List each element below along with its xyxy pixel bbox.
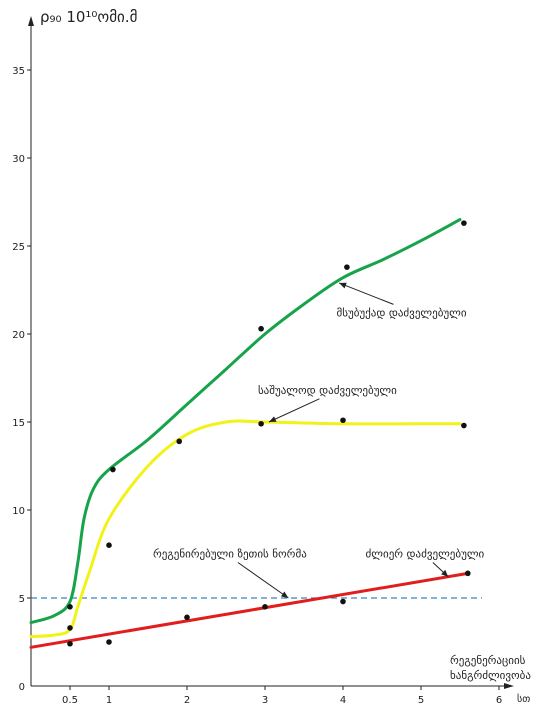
x-tick-label: 1: [106, 695, 112, 706]
y-axis-arrow: [28, 16, 34, 26]
data-point: [176, 438, 182, 445]
annotation-label: მსუბუქად დაძველებული: [336, 306, 466, 319]
data-point: [340, 417, 346, 424]
x-caption-line-2: ხანგრძლივობა: [450, 669, 531, 682]
x-tick-label: 6: [496, 695, 502, 706]
annotation-arrow: [268, 398, 320, 423]
y-tick-label: 25: [12, 242, 25, 253]
series-line: [29, 571, 470, 649]
annotation-label: საშუალოდ დაძველებული: [258, 384, 397, 397]
x-caption-line-1: რეგენერაციის: [450, 654, 526, 667]
annotation-arrowhead: [268, 416, 277, 422]
data-point: [67, 640, 73, 647]
axes: [28, 16, 514, 689]
points-group: [67, 220, 471, 647]
annotations-group: მსუბუქად დაძველებული საშუალოდ დაძველებული…: [153, 282, 485, 599]
y-tick-label: 5: [19, 594, 25, 605]
x-axis-arrow: [504, 683, 514, 689]
series-line: [29, 419, 462, 639]
annotation-label: ძლიერ დაძველებული: [366, 548, 485, 561]
annotation-arrow: [237, 562, 289, 599]
y-axis-label: ρ₉₀ 10¹⁰ომი.მ: [40, 8, 137, 26]
y-tick-label: 20: [12, 330, 25, 341]
data-point: [184, 614, 190, 621]
data-point: [340, 598, 346, 605]
data-point: [461, 422, 467, 429]
annotation-label: რეგენირებული ზეთის ნორმა: [153, 548, 307, 561]
data-point: [258, 420, 264, 427]
y-tick-label: 10: [12, 506, 25, 517]
data-point: [67, 604, 73, 610]
x-tick-label: 5: [418, 695, 424, 706]
y-tick-label: 30: [12, 154, 25, 165]
y-tick-label: 0: [19, 682, 25, 693]
y-tick-label: 15: [12, 418, 25, 429]
x-tick-label: 3: [262, 695, 268, 706]
series-line: [29, 218, 462, 625]
y-tick-label: 35: [12, 66, 25, 77]
annotation-arrow: [338, 282, 394, 305]
data-point: [461, 220, 467, 226]
x-tick-label: 4: [340, 695, 346, 706]
series-group: [29, 218, 470, 649]
data-point: [258, 325, 264, 332]
data-point: [465, 570, 471, 577]
annotation-arrowhead: [441, 569, 449, 577]
data-point: [344, 264, 350, 270]
x-tick-label: 0.5: [62, 695, 78, 706]
annotation-arrowhead: [339, 282, 347, 289]
x-axis-label: სთ: [517, 693, 530, 705]
x-tick-label: 2: [184, 695, 190, 706]
data-point: [67, 625, 73, 631]
annotation-arrowhead: [280, 591, 289, 598]
data-point: [262, 604, 268, 610]
data-point: [110, 466, 116, 473]
data-point: [106, 542, 112, 548]
data-point: [106, 639, 112, 645]
